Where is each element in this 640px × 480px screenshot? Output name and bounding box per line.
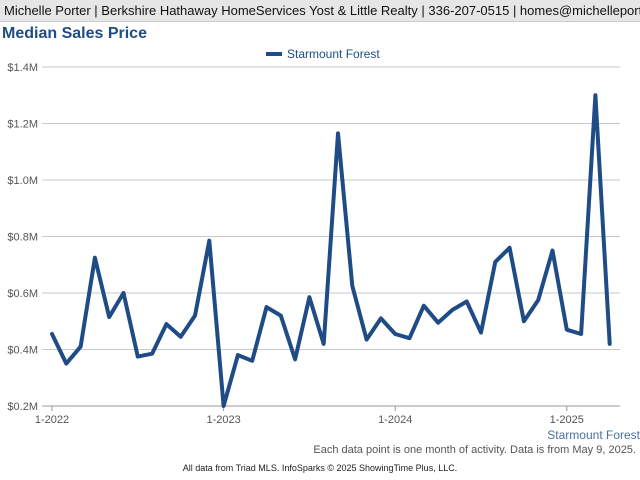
data-point xyxy=(593,93,597,97)
data-point xyxy=(536,298,540,302)
footer-note: Each data point is one month of activity… xyxy=(313,444,636,456)
data-point xyxy=(408,336,411,340)
data-point xyxy=(107,315,111,319)
data-point xyxy=(393,332,397,336)
data-point xyxy=(93,256,97,260)
data-point xyxy=(79,345,83,349)
data-point xyxy=(50,332,54,336)
data-point xyxy=(379,316,383,320)
x-tick-label: 1-2022 xyxy=(35,414,69,426)
axes: $0.2M $0.4M $0.6M $0.8M $1.0M $1.2M $1.4M 1-202… xyxy=(7,62,620,426)
y-tick-label: $1.0M xyxy=(7,175,38,187)
data-point xyxy=(207,239,211,243)
x-tick-label: 1-2025 xyxy=(550,414,584,426)
y-tick-label: $1.2M xyxy=(7,119,38,131)
data-point xyxy=(122,291,125,295)
data-point xyxy=(136,355,140,359)
data-point xyxy=(450,308,454,312)
data-point xyxy=(422,304,426,308)
data-point xyxy=(179,335,183,339)
data-point xyxy=(64,362,68,366)
data-point xyxy=(522,319,526,323)
data-point xyxy=(365,338,369,342)
data-point xyxy=(608,342,612,346)
data-point xyxy=(250,359,254,363)
data-point xyxy=(150,352,154,356)
data-point xyxy=(307,295,311,299)
data-point xyxy=(322,342,326,346)
y-tick-label: $0.2M xyxy=(7,401,38,413)
legend: Starmount Forest xyxy=(266,47,380,61)
data-point xyxy=(436,321,440,325)
x-tick-label: 1-2024 xyxy=(378,414,412,426)
data-point xyxy=(279,314,283,318)
data-point xyxy=(350,284,354,288)
y-tick-label: $0.8M xyxy=(7,232,38,244)
data-point xyxy=(293,357,297,361)
series-line xyxy=(50,93,612,408)
x-tick-label: 1-2023 xyxy=(206,414,240,426)
data-point xyxy=(551,249,554,253)
data-point xyxy=(236,353,240,357)
data-point xyxy=(193,314,197,318)
data-point xyxy=(222,404,226,408)
data-point xyxy=(565,328,569,332)
series-tag: Starmount Forest xyxy=(547,428,640,442)
series-layer xyxy=(50,93,612,408)
data-point xyxy=(336,131,340,135)
contact-header: Michelle Porter | Berkshire Hathaway Hom… xyxy=(0,0,640,22)
data-point xyxy=(465,299,469,303)
y-tick-label: $0.6M xyxy=(7,288,38,300)
data-point xyxy=(493,260,497,264)
data-point xyxy=(164,322,168,326)
footer-source: All data from Triad MLS. InfoSparks © 20… xyxy=(182,463,458,473)
y-tick-label: $0.4M xyxy=(7,345,38,357)
y-tick-label: $1.4M xyxy=(7,62,38,74)
data-point xyxy=(479,331,483,335)
data-point xyxy=(579,332,583,336)
chart-title: Median Sales Price xyxy=(2,25,147,42)
data-point xyxy=(265,305,268,309)
data-point xyxy=(508,246,512,250)
legend-label[interactable]: Starmount Forest xyxy=(287,47,380,61)
